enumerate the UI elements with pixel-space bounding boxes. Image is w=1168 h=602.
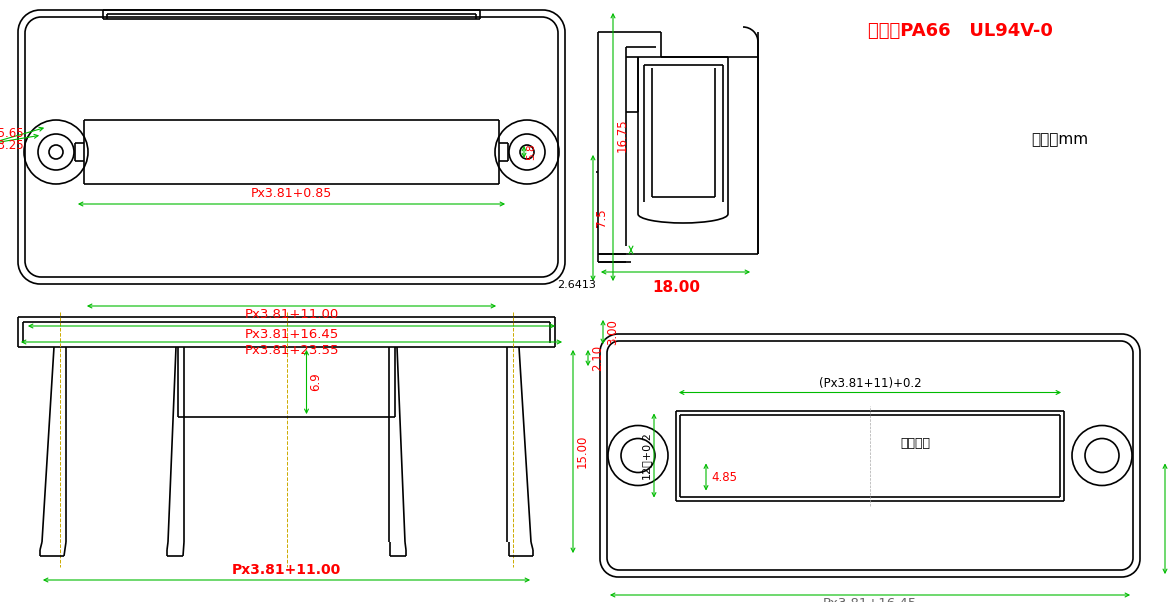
Text: 16.75: 16.75	[616, 118, 630, 152]
Text: 3.00: 3.00	[606, 319, 619, 345]
Text: 2.10: 2.10	[591, 345, 604, 371]
Text: Px3.81+16.45: Px3.81+16.45	[244, 328, 339, 341]
Text: (Px3.81+11)+0.2: (Px3.81+11)+0.2	[819, 376, 922, 389]
Text: 2.6413: 2.6413	[557, 280, 596, 290]
Text: φ3.25: φ3.25	[0, 140, 23, 152]
Text: Px3.81+16.45: Px3.81+16.45	[823, 597, 917, 602]
Text: 15.00: 15.00	[576, 435, 589, 468]
Text: 18.00: 18.00	[652, 280, 700, 295]
Text: 6.9: 6.9	[310, 373, 322, 391]
Text: Px3.81+23.55: Px3.81+23.55	[244, 344, 339, 357]
Text: Px3.81+11.00: Px3.81+11.00	[232, 563, 341, 577]
Text: φ5.65: φ5.65	[0, 128, 23, 140]
Text: 4.85: 4.85	[711, 471, 737, 484]
Text: 5.8: 5.8	[526, 144, 536, 160]
Text: Px3.81+11.00: Px3.81+11.00	[244, 308, 339, 321]
Text: 12１+0.2: 12１+0.2	[641, 432, 651, 479]
Text: 单位：mm: 单位：mm	[1031, 132, 1089, 147]
Text: 塑件：PA66   UL94V-0: 塑件：PA66 UL94V-0	[868, 22, 1052, 40]
Text: 7.5: 7.5	[595, 209, 609, 228]
Text: Px3.81+0.85: Px3.81+0.85	[251, 187, 332, 200]
Text: 开孔尺寸: 开孔尺寸	[901, 437, 930, 450]
